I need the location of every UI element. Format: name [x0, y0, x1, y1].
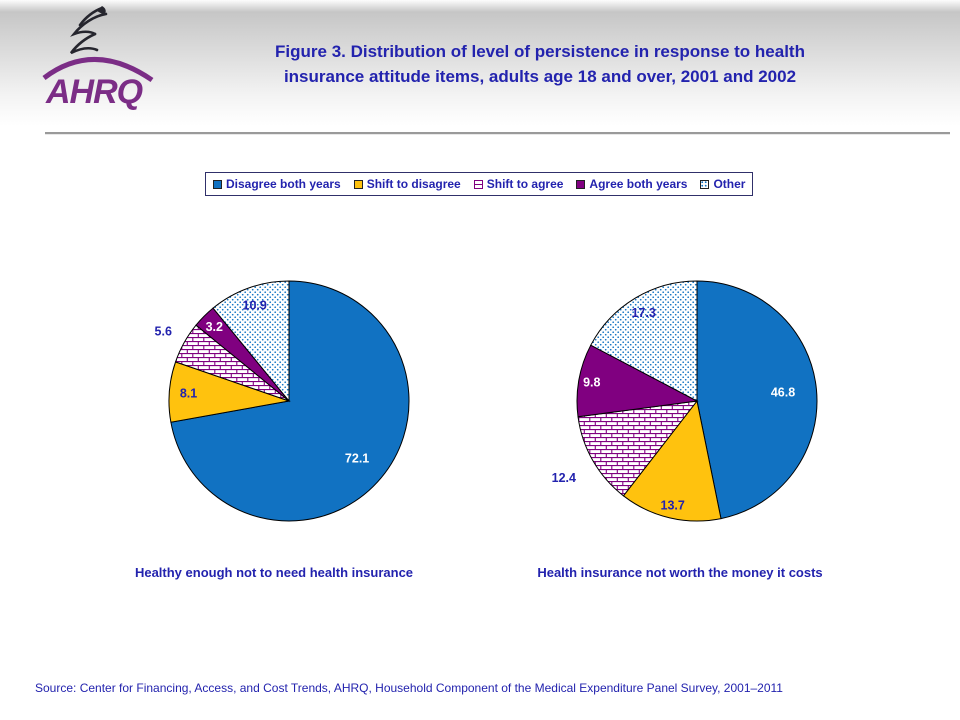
legend-label: Disagree both years: [226, 177, 341, 191]
slice-value-label: 8.1: [180, 387, 197, 401]
legend-label: Other: [713, 177, 746, 191]
pie-chart-not-worth-money: 46.8 13.7 12.4 9.8 17.3: [552, 280, 818, 522]
slice-value-label: 17.3: [631, 306, 655, 320]
eagle-head: [97, 6, 106, 15]
blue-swatch-icon: [213, 179, 222, 189]
pie-slice-other: [212, 280, 290, 403]
slice-value-label: 12.4: [552, 471, 576, 485]
brick-pattern-swatch-icon: [473, 179, 483, 189]
pie-caption-left: Healthy enough not to need health insura…: [134, 565, 414, 580]
legend-label: Agree both years: [589, 177, 688, 191]
slice-value-label: 5.6: [155, 324, 172, 338]
legend-item-agree-both-years: Agree both years: [576, 177, 687, 191]
header-divider: [45, 132, 950, 135]
pie-caption-right: Health insurance not worth the money it …: [537, 565, 823, 580]
legend-label: Shift to disagree: [366, 177, 461, 191]
logo-swoosh: [42, 57, 154, 83]
header-band: [0, 0, 960, 126]
slice-value-label: 46.8: [771, 386, 795, 400]
legend-item-disagree-both-years: Disagree both years: [213, 177, 341, 191]
slice-value-label: 3.2: [206, 320, 223, 334]
legend-label: Shift to agree: [486, 177, 564, 191]
dot-pattern-swatch-icon: [700, 179, 710, 189]
ahrq-logo: AHRQ: [40, 4, 160, 112]
ahrq-logo-graphic: AHRQ: [42, 6, 154, 111]
pie-slice-shift-to-disagree: [622, 399, 722, 522]
legend-item-shift-to-disagree: Shift to disagree: [353, 177, 461, 191]
hhs-eagle-icon: [69, 6, 108, 55]
chart-legend: Disagree both years Shift to disagree Sh…: [205, 172, 754, 196]
logo-wordmark: AHRQ: [45, 73, 143, 111]
page-title-line2: insurance attitude items, adults age 18 …: [283, 66, 797, 86]
page-title-line1: Figure 3. Distribution of level of persi…: [275, 42, 805, 61]
source-note: Source: Center for Financing, Access, an…: [35, 681, 783, 695]
slice-value-label: 72.1: [345, 451, 369, 465]
pie-slice-other: [590, 280, 698, 402]
legend-item-other: Other: [700, 177, 745, 191]
yellow-swatch-icon: [353, 179, 363, 189]
pie-slice-agree-both-years: [576, 344, 699, 418]
purple-swatch-icon: [576, 179, 586, 189]
slice-value-label: 9.8: [583, 376, 600, 390]
slice-value-label: 13.7: [661, 498, 685, 512]
pie-chart-healthy-enough: 72.1 8.1 5.6 3.2 10.9: [155, 280, 410, 522]
pie-slice-disagree-both-years: [696, 280, 818, 520]
legend-item-shift-to-agree: Shift to agree: [473, 177, 564, 191]
page-title: Figure 3. Distribution of level of persi…: [180, 40, 900, 89]
slice-value-label: 10.9: [243, 298, 267, 312]
pie-slice-shift-to-agree: [577, 400, 699, 497]
